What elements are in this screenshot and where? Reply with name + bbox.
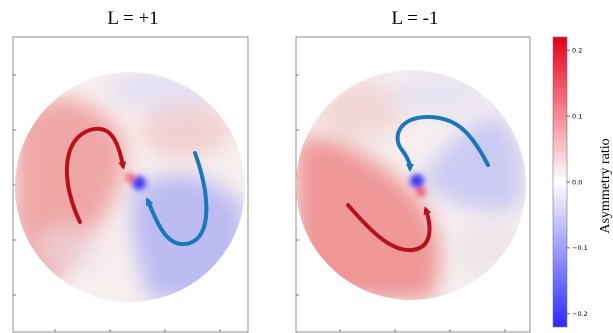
blue-arrow (395, 114, 490, 172)
blue-arrow (145, 151, 209, 247)
red-arrow (346, 203, 432, 253)
colorbar-tick-label: 0.1 (572, 112, 582, 120)
panel-axis-ticks (13, 74, 221, 332)
colorbar-tick-label: −0.1 (572, 244, 588, 252)
colorbar-tick-label: 0.0 (572, 178, 582, 186)
colorbar-label: Asymmetry ratio (598, 138, 613, 233)
colorbar-ticks: 0.2 0.1 0.0 −0.1 −0.2 (567, 46, 588, 318)
panel-title-l-plus-1: L = +1 (107, 8, 158, 29)
panel-l-minus-1: L = -1 (295, 8, 531, 333)
colorbar-tick-label: 0.2 (572, 46, 582, 54)
positive-lobe (296, 138, 441, 300)
panel-title-l-minus-1: L = -1 (392, 8, 439, 29)
panel-l-plus-1: L = +1 (12, 8, 249, 333)
heatmap-disk (296, 70, 526, 300)
colorbar-gradient (552, 36, 568, 328)
colorbar: 0.2 0.1 0.0 −0.1 −0.2 Asymmetry ratio (552, 36, 613, 328)
colorbar-tick-label: −0.2 (572, 310, 588, 318)
red-arrow (64, 126, 127, 224)
negative-lobe (420, 115, 524, 212)
